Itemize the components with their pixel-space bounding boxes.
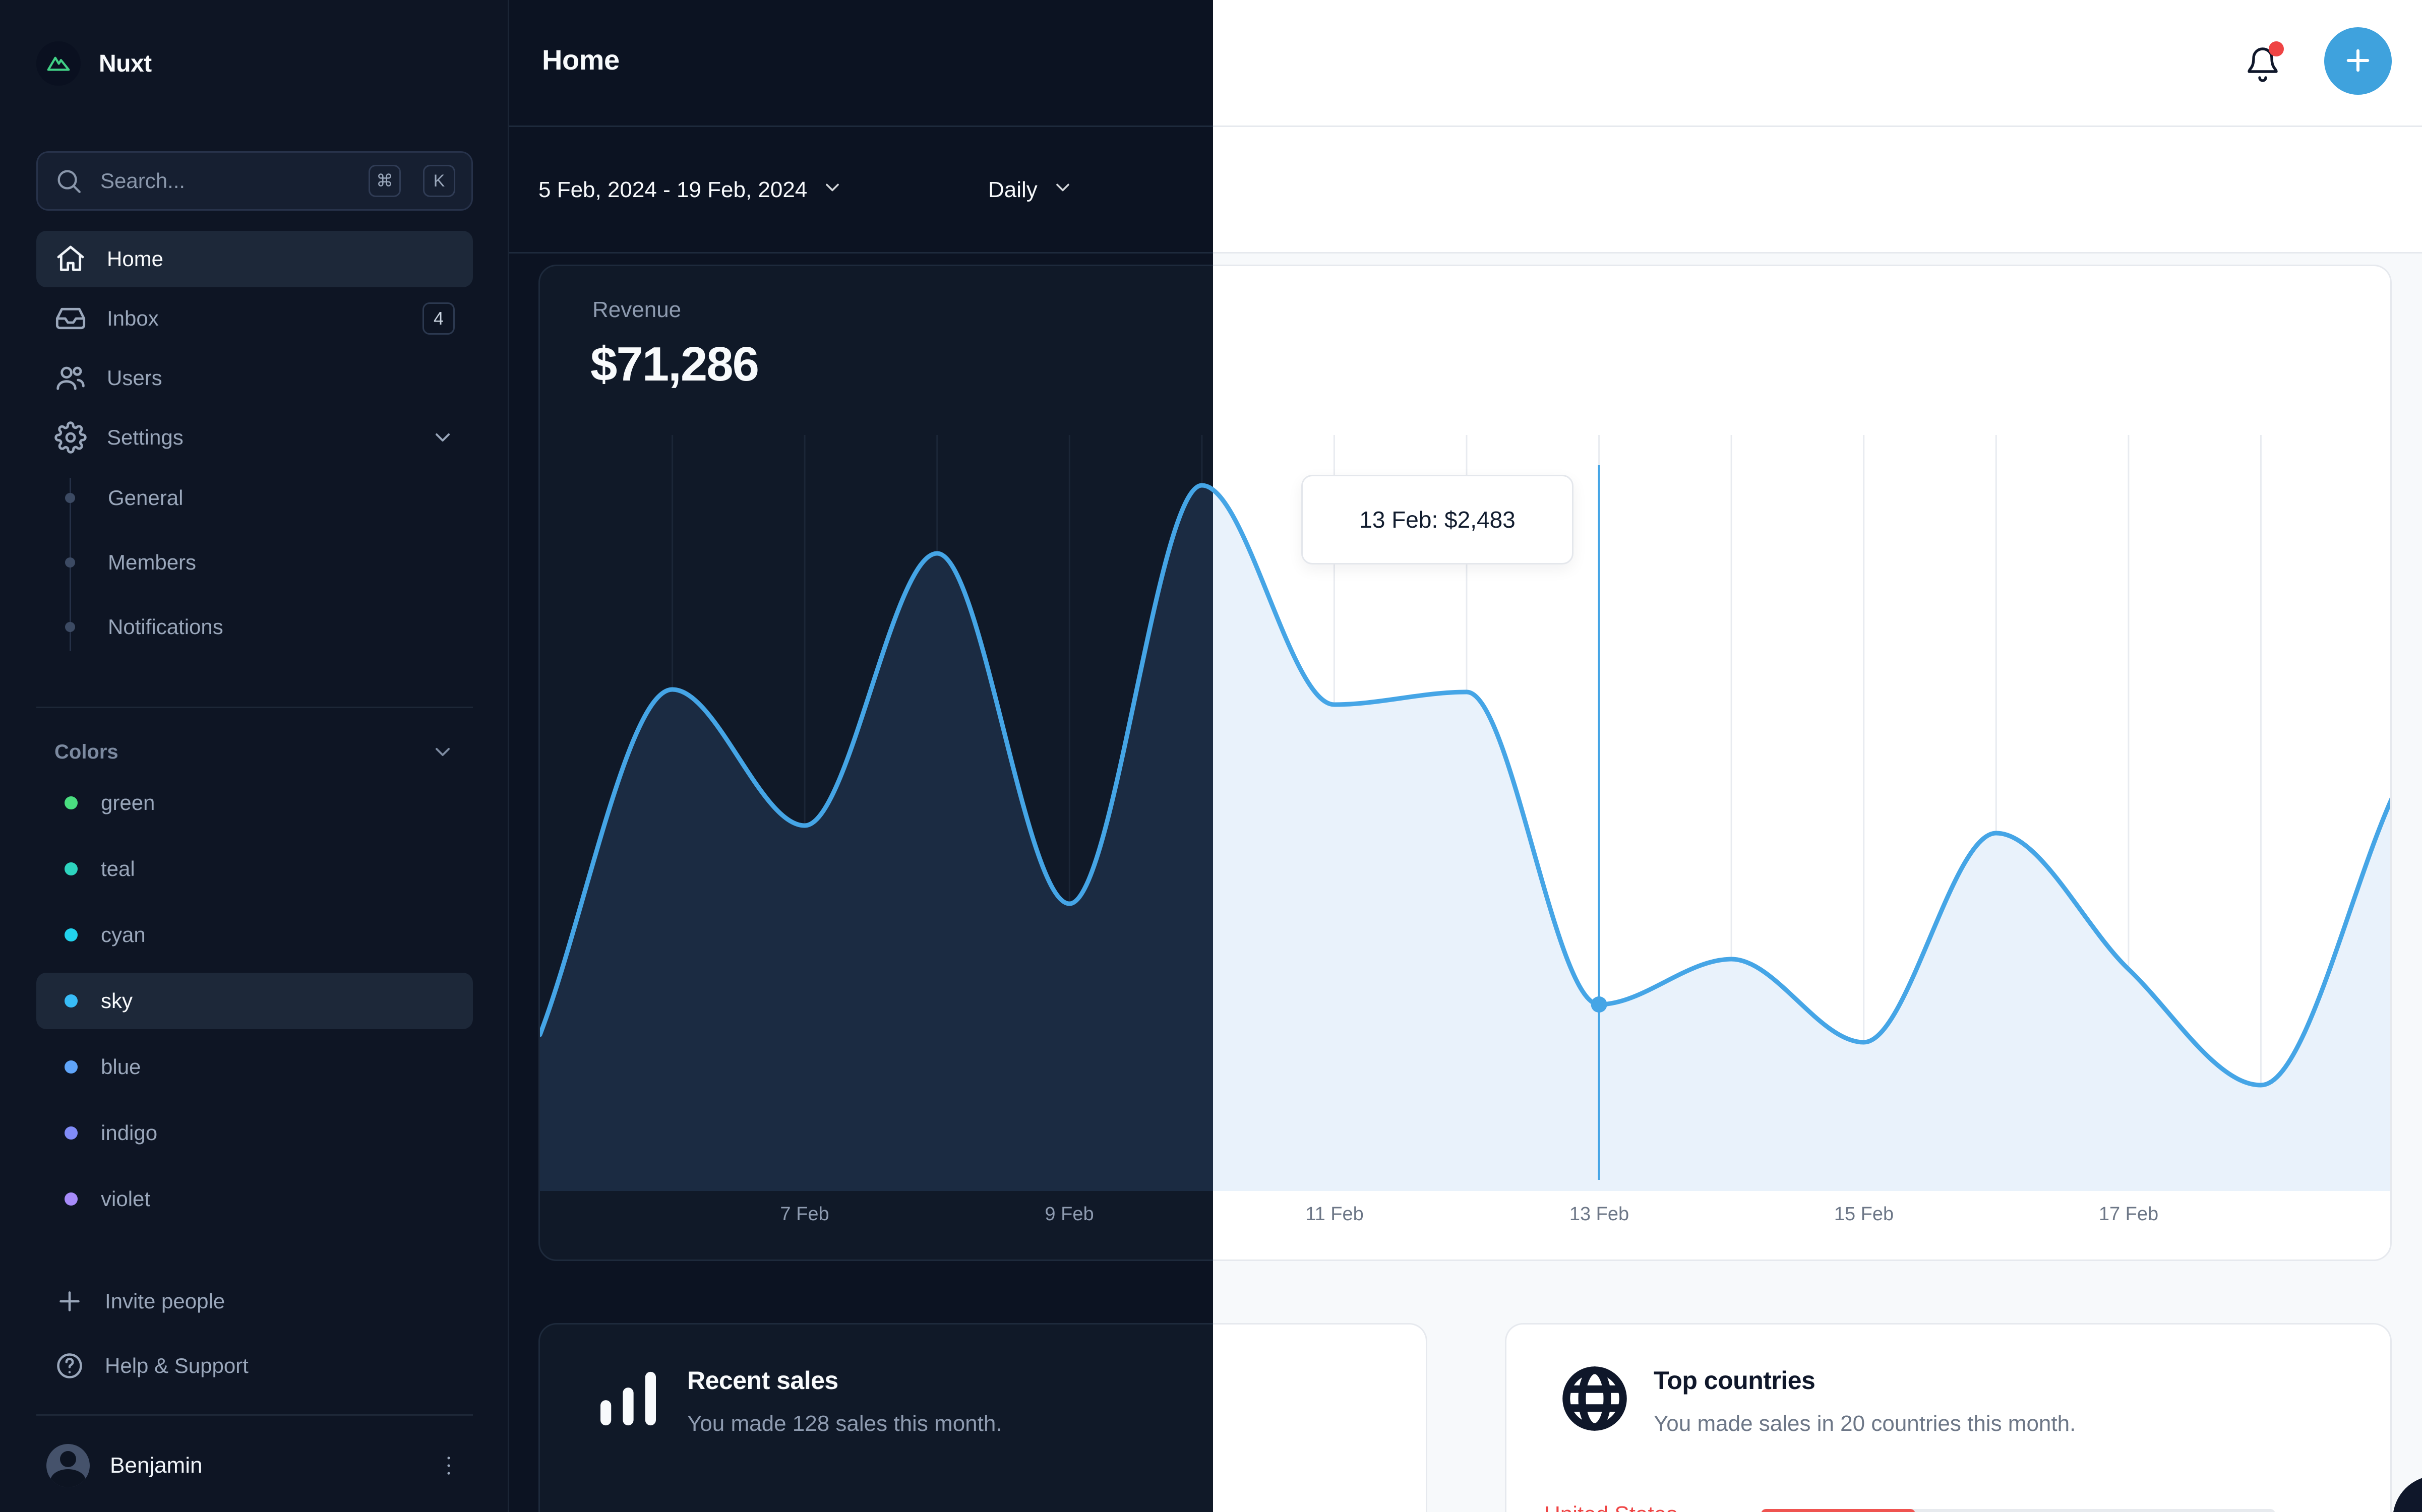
chevron-down-icon xyxy=(436,748,450,756)
bullet-dot xyxy=(65,622,75,632)
granularity-select[interactable]: Daily xyxy=(988,162,1074,218)
gear-icon xyxy=(54,421,87,454)
date-range-picker[interactable]: 5 Feb, 2024 - 19 Feb, 2024 xyxy=(538,162,843,218)
filters-toolbar: 5 Feb, 2024 - 19 Feb, 2024 Daily xyxy=(1213,127,2422,254)
nuxt-logo-icon xyxy=(36,41,81,86)
user-menu[interactable]: Benjamin xyxy=(36,1440,473,1491)
revenue-chart-card: Revenue $71,286 13 Feb: $2,483 7 Feb 9 F… xyxy=(1213,265,2392,1261)
card-title: Top countries xyxy=(1654,1366,1815,1395)
help-support-button[interactable]: Help & Support xyxy=(36,1339,473,1393)
main-header: Home xyxy=(1213,0,2422,127)
color-dot-blue xyxy=(65,1060,78,1074)
sidebar-item-color-violet[interactable]: violet xyxy=(36,1171,473,1227)
country-row: United States xyxy=(1544,1502,2356,1512)
corner-floating-button[interactable] xyxy=(2393,1476,2422,1512)
chevron-down-icon xyxy=(1052,176,1074,204)
notification-badge-dot xyxy=(2269,41,2284,56)
workspace-switcher[interactable]: Nuxt xyxy=(36,39,152,88)
x-tick-label: 7 Feb xyxy=(780,1204,829,1225)
x-tick-label: 13 Feb xyxy=(1569,1204,1629,1225)
recent-sales-card[interactable]: Recent sales You made 128 sales this mon… xyxy=(1213,1323,1427,1512)
x-tick-label: 11 Feb xyxy=(1305,1204,1364,1225)
sidebar-item-settings[interactable]: Settings xyxy=(36,409,473,466)
notifications-button[interactable] xyxy=(2243,41,2284,85)
bell-icon xyxy=(2245,47,2281,84)
plus-icon xyxy=(59,1291,80,1311)
color-dot-violet xyxy=(65,1192,78,1206)
inbox-icon xyxy=(55,307,86,330)
chart-x-axis: 7 Feb 9 Feb 11 Feb 13 Feb 15 Feb 17 Feb xyxy=(1213,1204,2390,1239)
home-icon xyxy=(57,245,84,271)
card-subtitle: You made sales in 20 countries this mont… xyxy=(1654,1411,2076,1436)
plus-icon xyxy=(2341,44,2375,79)
page-title: Home xyxy=(542,44,620,76)
user-name: Benjamin xyxy=(110,1453,203,1478)
sidebar-item-home[interactable]: Home xyxy=(36,231,473,287)
color-dot-sky xyxy=(65,994,78,1007)
sidebar-item-color-sky[interactable]: sky xyxy=(36,973,473,1029)
chevron-down-icon xyxy=(436,433,450,442)
users-icon xyxy=(56,366,85,390)
workspace-name: Nuxt xyxy=(99,50,152,77)
x-tick-label: 9 Feb xyxy=(1045,1204,1094,1225)
revenue-chart-card: Revenue $71,286 13 Feb: $2,483 7 Feb 9 F… xyxy=(538,265,1213,1261)
revenue-label: Revenue xyxy=(592,297,682,322)
country-progress-fill xyxy=(1761,1509,1915,1512)
revenue-area-chart[interactable]: 13 Feb: $2,483 xyxy=(1213,435,2390,1191)
card-subtitle: You made 128 sales this month. xyxy=(687,1411,1002,1436)
sidebar-item-color-cyan[interactable]: cyan xyxy=(36,907,473,963)
country-progress-bar xyxy=(1761,1509,2275,1512)
sidebar-item-color-teal[interactable]: teal xyxy=(36,841,473,897)
globe-icon xyxy=(1557,1361,1632,1436)
add-button[interactable] xyxy=(2324,27,2392,95)
inbox-count-badge: 4 xyxy=(422,302,455,335)
chevron-down-icon xyxy=(821,176,843,204)
filters-toolbar: 5 Feb, 2024 - 19 Feb, 2024 Daily xyxy=(509,127,1213,254)
colors-section-header[interactable]: Colors xyxy=(36,732,473,772)
sidebar-item-general[interactable]: General xyxy=(36,471,473,525)
country-name: United States xyxy=(1544,1502,1677,1512)
bullet-dot xyxy=(65,557,75,568)
main-area-light-theme: Home 5 Feb, 2024 - 19 Feb, 2024 Daily xyxy=(1213,0,2422,1512)
sidebar-item-inbox[interactable]: Inbox 4 xyxy=(36,290,473,347)
x-tick-label: 15 Feb xyxy=(1834,1204,1894,1225)
question-circle-icon xyxy=(57,1353,82,1378)
card-title: Recent sales xyxy=(687,1366,838,1395)
sidebar-item-color-green[interactable]: green xyxy=(36,775,473,831)
sidebar-item-color-indigo[interactable]: indigo xyxy=(36,1105,473,1161)
ellipsis-vertical-icon xyxy=(447,1457,450,1475)
color-dot-cyan xyxy=(65,928,78,941)
x-tick-label: 17 Feb xyxy=(2098,1204,2159,1225)
bullet-dot xyxy=(65,493,75,503)
sidebar-divider xyxy=(36,707,473,708)
revenue-value: $71,286 xyxy=(590,337,759,391)
chart-x-axis: 7 Feb 9 Feb 11 Feb 13 Feb 15 Feb 17 Feb xyxy=(540,1204,1213,1239)
revenue-area-chart[interactable]: 13 Feb: $2,483 xyxy=(540,435,1213,1191)
color-dot-green xyxy=(65,796,78,809)
invite-people-button[interactable]: Invite people xyxy=(36,1274,473,1329)
bar-chart-icon xyxy=(590,1361,666,1436)
sidebar-item-color-blue[interactable]: blue xyxy=(36,1039,473,1095)
kbd-k: K xyxy=(423,165,455,197)
recent-sales-card[interactable]: Recent sales You made 128 sales this mon… xyxy=(538,1323,1213,1512)
main-header: Home xyxy=(509,0,1213,127)
kbd-cmd: ⌘ xyxy=(369,165,401,197)
color-dot-teal xyxy=(65,862,78,875)
search-input[interactable]: Search... ⌘ K xyxy=(36,151,473,211)
color-dot-indigo xyxy=(65,1126,78,1140)
sidebar: Nuxt Search... ⌘ K Home Inbox 4 xyxy=(0,0,509,1512)
sidebar-item-members[interactable]: Members xyxy=(36,535,473,590)
top-countries-card[interactable]: Top countries You made sales in 20 count… xyxy=(1505,1323,2392,1512)
sidebar-divider xyxy=(36,1414,473,1416)
sidebar-item-notifications[interactable]: Notifications xyxy=(36,600,473,654)
sidebar-item-users[interactable]: Users xyxy=(36,350,473,406)
chart-tooltip: 13 Feb: $2,483 xyxy=(1301,475,1573,564)
search-placeholder: Search... xyxy=(100,169,186,193)
main-area-dark-theme: Home 5 Feb, 2024 - 19 Feb, 2024 Daily xyxy=(509,0,1213,1512)
avatar xyxy=(46,1444,90,1487)
search-icon xyxy=(57,170,81,193)
